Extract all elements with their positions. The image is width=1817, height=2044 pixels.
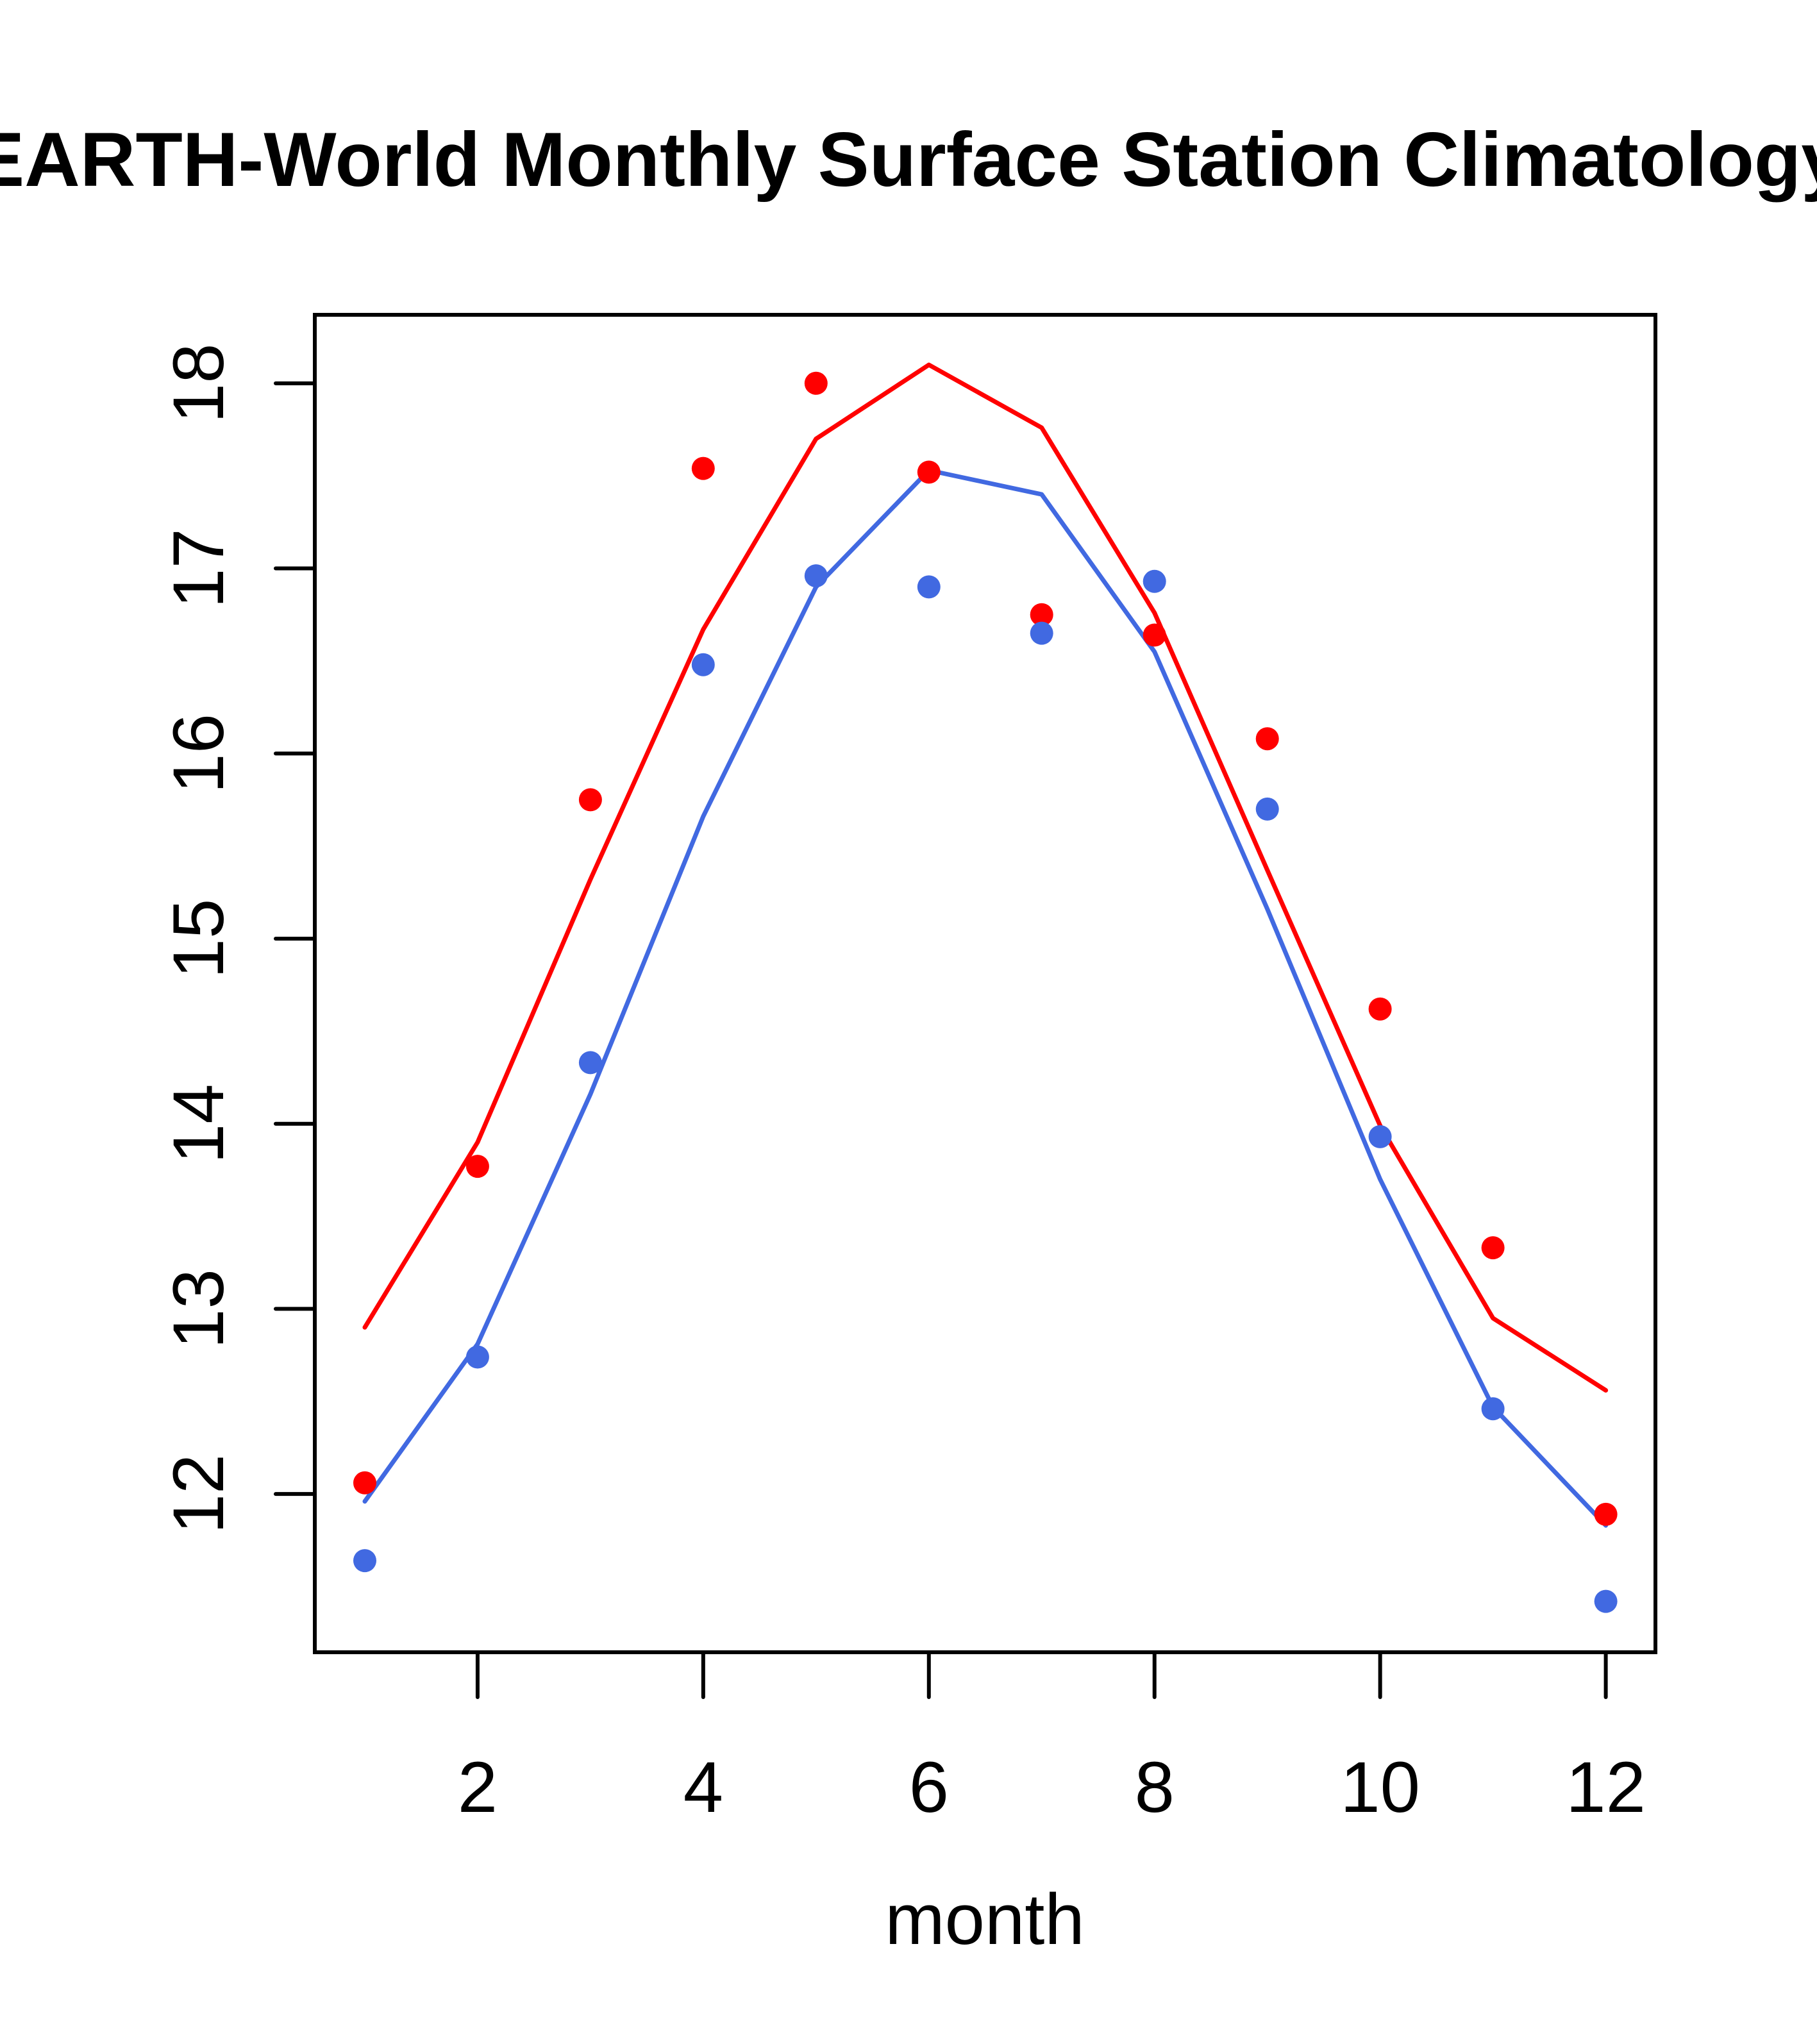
y-tick-label-17: 17 — [158, 528, 239, 608]
red-line — [362, 362, 1609, 1393]
plot-area — [353, 362, 1618, 1613]
x-tick-label-8: 8 — [1135, 1747, 1175, 1827]
x-tick-label-12: 12 — [1566, 1747, 1646, 1827]
blue-point-month-9 — [1255, 797, 1279, 821]
blue-point-month-12 — [1594, 1589, 1618, 1613]
blue-point-month-11 — [1481, 1397, 1505, 1421]
red-point-month-5 — [804, 371, 828, 395]
red-point-month-6 — [917, 460, 941, 484]
y-tick-label-16: 16 — [158, 714, 239, 794]
red-point-month-7 — [1030, 603, 1053, 626]
chart-title: EARTH-World Monthly Surface Station Clim… — [0, 117, 1817, 203]
blue-point-month-8 — [1143, 569, 1166, 593]
blue-point-month-1 — [353, 1549, 376, 1573]
x-axis: 2 4 6 8 10 12 — [458, 1650, 1646, 1827]
x-tick-label-10: 10 — [1340, 1747, 1420, 1827]
x-axis-label: month — [885, 1879, 1084, 1959]
blue-point-month-4 — [691, 653, 715, 676]
blue-point-month-10 — [1368, 1125, 1392, 1148]
blue-points — [353, 564, 1618, 1613]
blue-point-month-2 — [465, 1345, 489, 1369]
red-point-month-4 — [691, 457, 715, 480]
plot-frame — [313, 313, 1657, 1654]
red-point-month-2 — [465, 1155, 489, 1178]
blue-point-month-3 — [578, 1051, 602, 1075]
y-tick-label-18: 18 — [158, 344, 239, 424]
red-point-month-11 — [1481, 1236, 1505, 1260]
blue-point-month-5 — [804, 564, 828, 588]
x-tick-label-4: 4 — [683, 1747, 723, 1827]
red-point-month-10 — [1368, 997, 1392, 1021]
red-points — [353, 371, 1618, 1526]
red-point-month-9 — [1255, 727, 1279, 751]
y-tick-label-14: 14 — [158, 1084, 239, 1164]
x-tick-label-6: 6 — [909, 1747, 949, 1827]
y-tick-label-13: 13 — [158, 1269, 239, 1349]
red-point-month-3 — [578, 788, 602, 812]
y-axis: 12 13 14 15 16 17 18 — [158, 344, 317, 1534]
x-tick-label-2: 2 — [458, 1747, 498, 1827]
red-point-month-12 — [1594, 1502, 1618, 1526]
red-point-month-8 — [1143, 623, 1166, 647]
red-point-month-1 — [353, 1471, 376, 1495]
blue-line — [362, 468, 1609, 1528]
blue-point-month-6 — [917, 575, 941, 599]
y-tick-label-15: 15 — [158, 899, 239, 979]
y-tick-label-12: 12 — [158, 1454, 239, 1534]
blue-point-month-7 — [1030, 621, 1053, 645]
